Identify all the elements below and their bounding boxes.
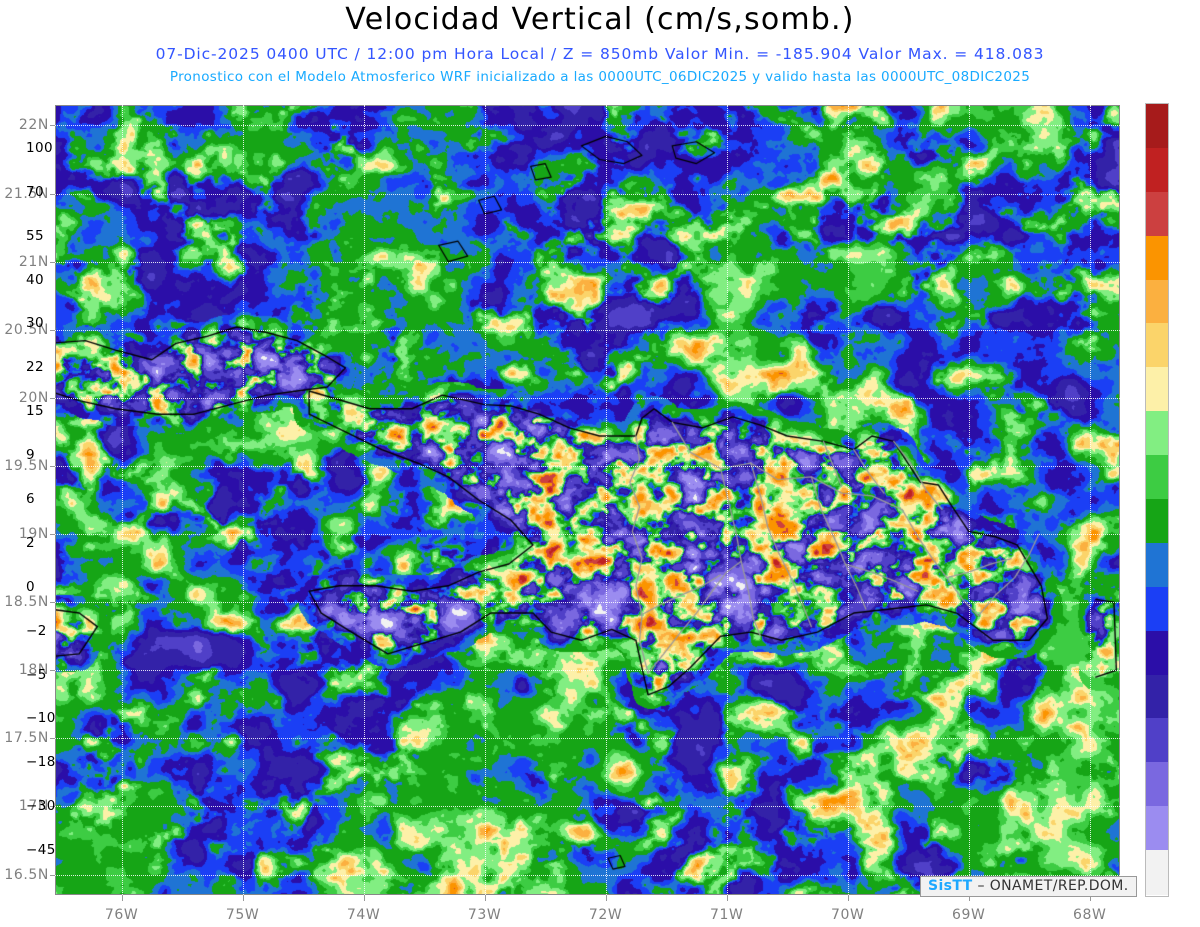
y-tick-mark (50, 329, 55, 331)
y-tick-mark (50, 261, 55, 263)
colorbar-segment (1146, 674, 1168, 720)
x-tick-mark (121, 895, 123, 901)
colorbar-segment (1146, 147, 1168, 193)
colorbar-tick-label: −18 (26, 754, 56, 771)
y-tick-label: 18N (18, 662, 49, 679)
y-tick-mark (50, 806, 55, 808)
x-tick-label: 73W (467, 907, 502, 923)
colorbar-segment (1146, 630, 1168, 676)
map-plot-area (55, 105, 1120, 895)
x-tick-mark (847, 895, 849, 901)
colorbar-segment (1146, 279, 1168, 325)
x-tick-label: 68W (1073, 907, 1107, 923)
colorbar-segment (1146, 806, 1168, 851)
x-tick-mark (484, 895, 486, 901)
y-tick-label: 18.5N (4, 594, 49, 611)
colorbar-segment (1146, 104, 1168, 149)
colorbar-tick-label: 22 (26, 359, 44, 376)
x-tick-mark (726, 895, 728, 901)
colorbar-tick-label: 55 (26, 227, 44, 244)
colorbar-segment (1146, 323, 1168, 368)
colorbar-segment (1146, 367, 1168, 412)
colorbar-segment (1146, 235, 1168, 281)
colorbar-tick-label: −30 (26, 798, 56, 815)
x-tick-label: 71W (709, 907, 744, 923)
colorbar-segment (1146, 411, 1168, 456)
colorbar-segment (1146, 499, 1168, 544)
x-tick-label: 69W (951, 907, 986, 923)
page-title: Velocidad Vertical (cm/s,somb.) (345, 2, 855, 37)
y-tick-label: 20.5N (4, 321, 49, 338)
y-tick-label: 19N (18, 526, 49, 543)
subtitle-line-2: Pronostico con el Modelo Atmosferico WRF… (169, 69, 1031, 85)
colorbar-tick-label: −45 (26, 842, 56, 859)
watermark-onamet: SisTT – ONAMET/REP.DOM. (920, 876, 1137, 897)
y-tick-mark (50, 397, 55, 399)
y-tick-label: 20N (18, 389, 49, 406)
vertical-velocity-heatmap (55, 105, 1120, 895)
y-tick-label: 22N (18, 117, 49, 134)
colorbar-tick-label: 9 (26, 447, 35, 464)
y-tick-label: 21.5N (4, 185, 49, 202)
colorbar-segment (1146, 191, 1168, 237)
colorbar-segment (1146, 850, 1168, 895)
x-tick-mark (1089, 895, 1091, 901)
colorbar-tick-label: 2 (26, 534, 35, 551)
x-tick-mark (363, 895, 365, 901)
y-tick-label: 17.5N (4, 730, 49, 747)
colorbar-tick-label: −2 (26, 622, 47, 639)
x-tick-mark (242, 895, 244, 901)
colorbar-tick-label: −10 (26, 710, 56, 727)
colorbar-tick-label: 15 (26, 403, 44, 420)
colorbar-tick-label: 30 (26, 315, 44, 332)
colorbar-tick-label: 100 (26, 139, 53, 156)
y-tick-label: 19.5N (4, 457, 49, 474)
x-tick-label: 70W (830, 907, 865, 923)
y-tick-mark (50, 465, 55, 467)
y-tick-label: 21N (18, 253, 49, 270)
sistt-brand-label: SisTT (928, 878, 973, 894)
y-tick-mark (50, 670, 55, 672)
colorbar-tick-label: 40 (26, 271, 44, 288)
colorbar-segment (1146, 718, 1168, 763)
x-tick-mark (968, 895, 970, 901)
y-tick-label: 16.5N (4, 866, 49, 883)
y-tick-mark (50, 193, 55, 195)
subtitle-line-1: 07-Dic-2025 0400 UTC / 12:00 pm Hora Loc… (155, 45, 1045, 63)
x-tick-label: 75W (225, 907, 260, 923)
y-tick-mark (50, 125, 55, 127)
colorbar-tick-label: 70 (26, 183, 44, 200)
colorbar-tick-label: −5 (26, 666, 47, 683)
x-tick-mark (605, 895, 607, 901)
agency-label: ONAMET/REP.DOM. (989, 878, 1129, 894)
colorbar-segment (1146, 762, 1168, 807)
colorbar-segment (1146, 542, 1168, 588)
x-tick-label: 74W (346, 907, 381, 923)
colorbar-segment (1146, 455, 1168, 500)
colorbar-tick-label: 6 (26, 491, 35, 507)
y-tick-mark (50, 602, 55, 604)
y-tick-mark (50, 874, 55, 876)
x-tick-label: 76W (104, 907, 139, 923)
y-tick-mark (50, 534, 55, 536)
colorbar-tick-label: 0 (26, 578, 35, 595)
colorbar (1145, 103, 1169, 897)
x-tick-label: 72W (588, 907, 623, 923)
y-tick-label: 17N (18, 798, 49, 815)
colorbar-segment (1146, 586, 1168, 632)
watermark-separator: – (972, 878, 990, 894)
y-tick-mark (50, 738, 55, 740)
